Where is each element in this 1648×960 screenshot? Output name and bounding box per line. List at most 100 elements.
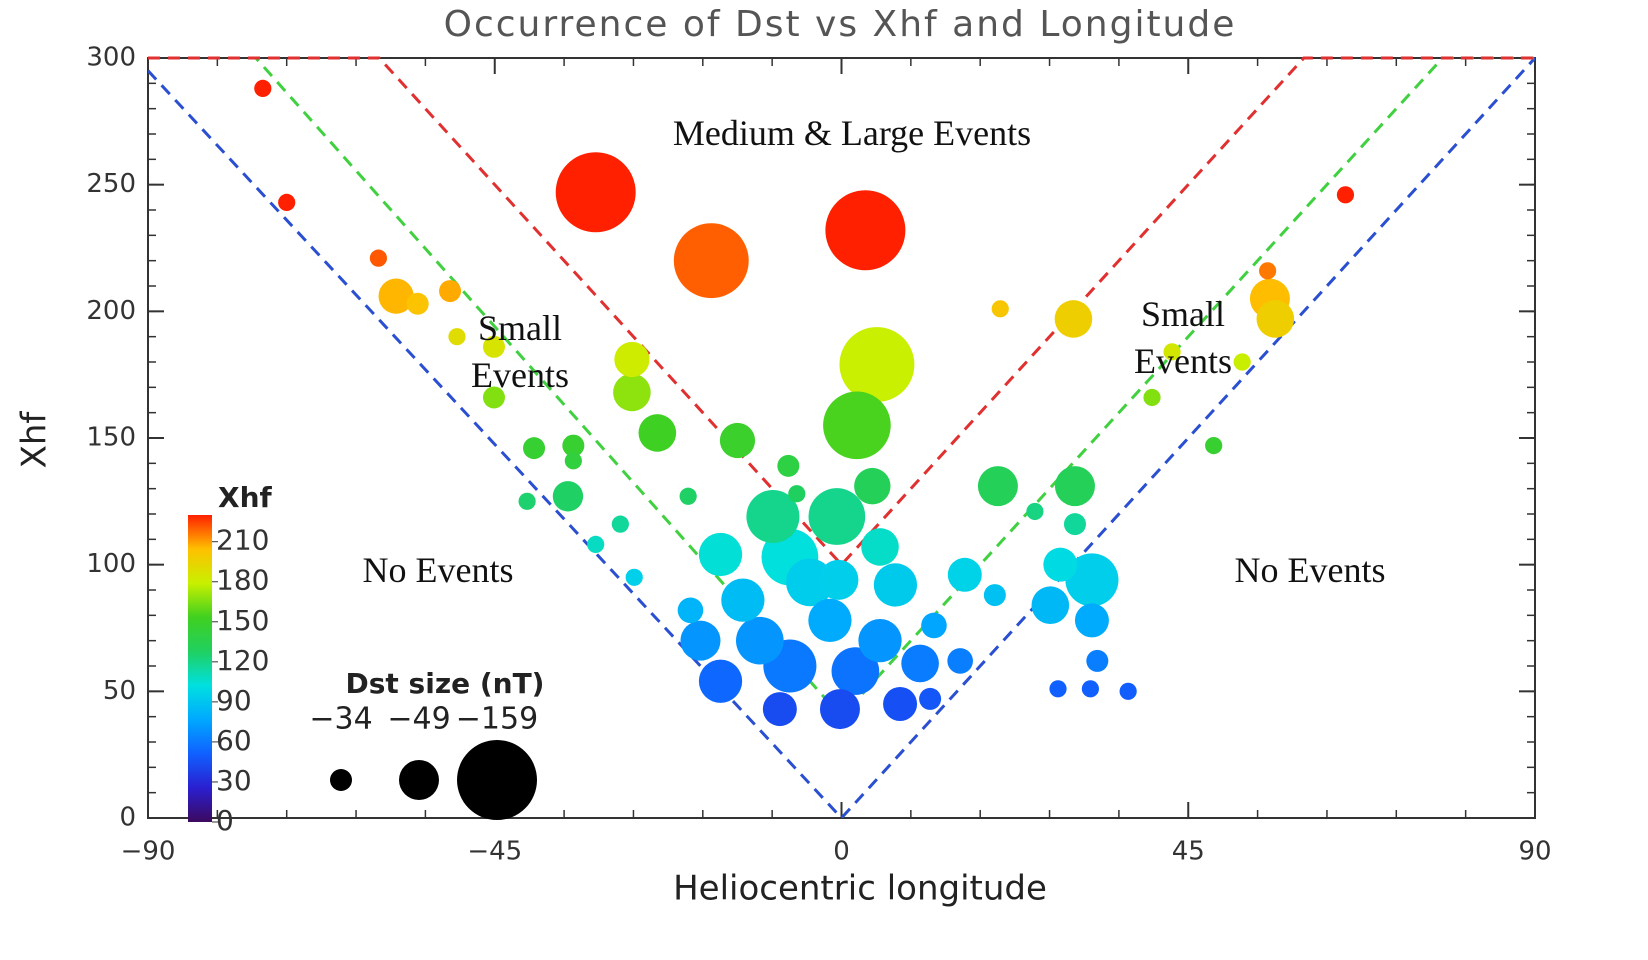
colorbar-tick-label: 60 [216, 724, 252, 757]
x-tick-label: −90 [121, 837, 176, 867]
bubble [278, 193, 296, 211]
bubble [523, 437, 546, 460]
bubble [823, 391, 891, 460]
bubble [1054, 466, 1095, 507]
size-legend-marker [399, 760, 439, 800]
bubble [808, 598, 852, 643]
x-tick-label: 45 [1172, 837, 1205, 867]
bubble [861, 528, 899, 566]
bubble [1049, 680, 1067, 698]
bubble [873, 563, 918, 607]
x-tick-label: −45 [467, 837, 522, 867]
y-axis-label: Xhf [15, 411, 55, 469]
bubble [698, 532, 743, 577]
colorbar-tick-label: 180 [216, 564, 269, 597]
reference-line [148, 56, 1535, 567]
x-tick-label: 90 [1518, 837, 1551, 867]
bubble [611, 515, 629, 533]
bubble [1205, 437, 1223, 455]
bubble [831, 647, 880, 695]
size-legend-label: −34 [309, 702, 372, 737]
bubble [1063, 513, 1086, 536]
y-tick-label: 300 [86, 43, 136, 73]
bubble [369, 249, 387, 267]
reference-line [148, 56, 1535, 818]
bubble [947, 557, 982, 592]
y-tick-label: 250 [86, 169, 136, 199]
bubble [406, 292, 429, 315]
bubble [746, 489, 800, 544]
bubble [680, 620, 721, 661]
bubble [1043, 547, 1078, 582]
bubble [788, 485, 806, 503]
size-legend-label: −159 [456, 702, 538, 737]
x-tick-label: 0 [833, 837, 850, 867]
annotation: No Events [1234, 549, 1386, 590]
bubble [818, 559, 859, 600]
bubble [1081, 680, 1099, 698]
bubble [562, 434, 585, 457]
bubble [901, 644, 939, 683]
bubble [883, 687, 918, 721]
bubble [762, 692, 797, 727]
bubble [1054, 300, 1093, 338]
bubble [518, 492, 536, 510]
bubble [736, 616, 784, 665]
bubble [1086, 649, 1109, 672]
bubble [638, 414, 677, 452]
colorbar-tick-label: 0 [216, 804, 234, 837]
y-tick-label: 50 [103, 676, 136, 706]
y-tick-label: 200 [86, 296, 136, 326]
bubble [719, 422, 756, 459]
bubble [819, 689, 860, 730]
bubble [1336, 186, 1355, 204]
bubble [1119, 682, 1137, 700]
colorbar-tick-label: 150 [216, 604, 269, 637]
y-tick-label: 0 [119, 803, 136, 833]
bubble [587, 535, 605, 554]
bubble [839, 327, 915, 402]
bubble [1074, 603, 1109, 638]
bubble [858, 619, 902, 663]
bubble [721, 578, 765, 622]
size-legend-marker [457, 740, 537, 820]
bubble [673, 223, 749, 299]
bubble [1256, 300, 1295, 338]
bubble [482, 386, 505, 409]
colorbar [188, 515, 212, 822]
bubble [677, 597, 704, 624]
bubble [977, 466, 1018, 507]
y-tick-label: 150 [86, 423, 136, 453]
bubble [448, 328, 466, 346]
chart-title: Occurrence of Dst vs Xhf and Longitude [444, 4, 1237, 45]
bubble [921, 612, 947, 639]
bubble [482, 335, 505, 358]
bubble [1143, 388, 1161, 407]
bubble [1259, 262, 1277, 280]
size-legend-title: Dst size (nT) [346, 667, 545, 700]
annotation: Medium & Large Events [672, 112, 1032, 153]
bubble [679, 487, 697, 505]
colorbar-title: Xhf [218, 481, 273, 514]
bubble [777, 454, 800, 477]
colorbar-tick-label: 90 [216, 684, 252, 717]
bubble [919, 687, 942, 710]
bubble [555, 152, 636, 233]
bubble [983, 584, 1006, 607]
size-legend-marker [330, 769, 352, 791]
bubble [808, 488, 866, 545]
x-axis-label: Heliocentric longitude [673, 869, 1047, 909]
bubble [254, 79, 272, 97]
bubble [947, 648, 973, 674]
y-tick-label: 100 [86, 549, 136, 579]
bubble [564, 452, 582, 470]
size-legend-label: −49 [387, 702, 450, 737]
bubble [698, 659, 743, 703]
bubble [1026, 502, 1044, 521]
bubble [1065, 553, 1119, 607]
colorbar-tick-label: 120 [216, 644, 269, 677]
bubble [613, 373, 651, 412]
bubble [1233, 353, 1251, 371]
